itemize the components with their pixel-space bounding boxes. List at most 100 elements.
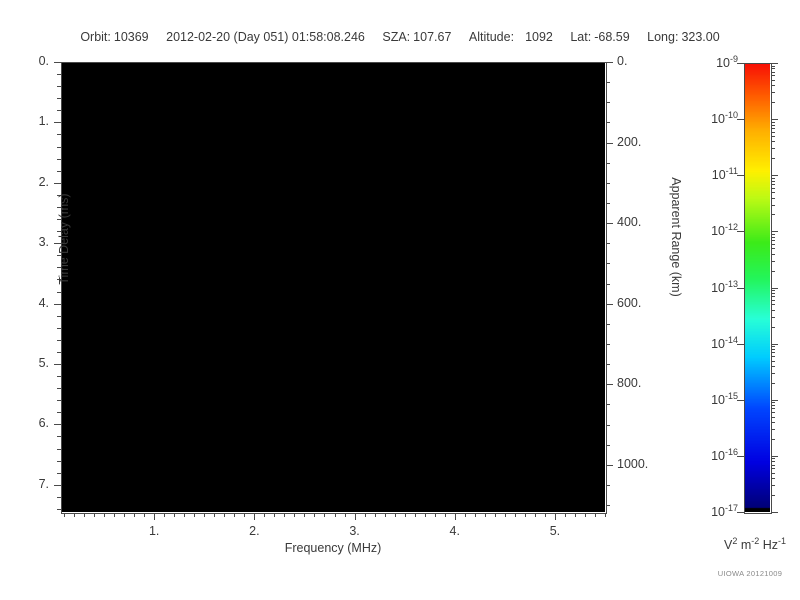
- colorbar-minor-tick: [771, 72, 775, 73]
- colorbar-major-tick: [737, 288, 744, 289]
- colorbar-major-tick: [737, 512, 744, 513]
- colorbar-tick-mantissa: 10: [711, 449, 725, 464]
- x-minor-tick: [485, 513, 486, 517]
- colorbar-major-tick: [737, 175, 744, 176]
- colorbar-minor-tick: [771, 66, 775, 67]
- x-minor-tick: [174, 513, 175, 517]
- x-minor-tick: [425, 513, 426, 517]
- colorbar-minor-tick: [771, 244, 775, 245]
- y-minor-tick: [57, 159, 61, 160]
- colorbar-tick-mantissa: 10: [711, 392, 725, 407]
- orbit-label: Orbit:: [80, 30, 111, 44]
- colorbar-minor-tick: [771, 417, 775, 418]
- x-minor-tick: [495, 513, 496, 517]
- x-major-tick: [555, 513, 556, 520]
- x-minor-tick: [124, 513, 125, 517]
- colorbar-minor-tick: [771, 352, 775, 353]
- y-minor-tick: [57, 509, 61, 510]
- x-minor-tick: [294, 513, 295, 517]
- x-minor-tick: [575, 513, 576, 517]
- y-major-tick: [54, 243, 61, 244]
- colorbar-minor-tick: [771, 422, 775, 423]
- x-minor-tick: [585, 513, 586, 517]
- y-minor-tick: [57, 267, 61, 268]
- y2-minor-tick: [606, 425, 610, 426]
- colorbar-tick-mantissa: 10: [711, 224, 725, 239]
- colorbar-minor-tick: [771, 158, 775, 159]
- x-minor-tick: [134, 513, 135, 517]
- y-tick-label: 3.: [38, 235, 49, 250]
- colorbar-minor-tick: [771, 85, 775, 86]
- x-tick-label: 4.: [449, 524, 460, 538]
- colorbar-minor-tick: [771, 495, 775, 496]
- colorbar-tick-mantissa: 10: [716, 56, 730, 71]
- orbit-value: 10369: [113, 30, 149, 44]
- y-major-tick: [54, 424, 61, 425]
- colorbar-major-tick: [737, 344, 744, 345]
- y-tick-label: 6.: [38, 416, 49, 431]
- colorbar-minor-tick: [771, 465, 775, 466]
- x-minor-tick: [104, 513, 105, 517]
- lat-field: Lat: -68.59: [570, 30, 629, 44]
- sza-label: SZA:: [382, 30, 411, 44]
- colorbar-tick-exponent: -10: [724, 110, 738, 121]
- x-minor-tick: [335, 513, 336, 517]
- altitude-label: Altitude:: [468, 30, 515, 44]
- colorbar-minor-tick: [771, 205, 775, 206]
- y2-minor-tick: [606, 284, 610, 285]
- x-minor-tick: [605, 513, 606, 517]
- y2-major-tick: [606, 143, 613, 144]
- colorbar-minor-tick: [771, 192, 775, 193]
- y-minor-tick: [57, 147, 61, 148]
- colorbar-minor-tick: [771, 429, 775, 430]
- colorbar-minor-tick: [771, 439, 775, 440]
- y2-minor-tick: [606, 344, 610, 345]
- y2-tick-label: 600.: [617, 295, 642, 310]
- y-minor-tick: [57, 376, 61, 377]
- x-minor-tick: [274, 513, 275, 517]
- x-minor-tick: [505, 513, 506, 517]
- y2-tick-label: 1000.: [617, 456, 649, 471]
- y2-minor-tick: [606, 505, 610, 506]
- y-minor-tick: [57, 461, 61, 462]
- colorbar-minor-tick: [771, 461, 775, 462]
- colorbar-minor-tick: [771, 349, 775, 350]
- colorbar-major-tick: [737, 456, 744, 457]
- y-minor-tick: [57, 255, 61, 256]
- x-minor-tick: [545, 513, 546, 517]
- colorbar: [744, 63, 770, 512]
- x-minor-tick: [314, 513, 315, 517]
- y2-minor-tick: [606, 243, 610, 244]
- colorbar-tick-label: 10-11: [682, 166, 738, 182]
- colorbar-minor-tick: [771, 373, 775, 374]
- colorbar-tick-mantissa: 10: [711, 112, 725, 127]
- colorbar-major-tick: [737, 63, 744, 64]
- colorbar-minor-tick: [771, 125, 775, 126]
- colorbar-tick-exponent: -17: [724, 503, 738, 513]
- colorbar-tick-exponent: -9: [729, 54, 738, 64]
- colorbar-tick-exponent: -14: [724, 334, 738, 345]
- colorbar-minor-tick: [771, 271, 775, 272]
- x-minor-tick: [385, 513, 386, 517]
- y-minor-tick: [57, 134, 61, 135]
- colorbar-tick-mantissa: 10: [711, 505, 725, 520]
- colorbar-minor-tick: [771, 136, 775, 137]
- x-minor-tick: [525, 513, 526, 517]
- colorbar-tick-mantissa: 10: [711, 336, 725, 351]
- y-tick-label: 1.: [38, 114, 49, 129]
- y2-tick-label: 400.: [617, 215, 642, 230]
- y-major-tick: [54, 364, 61, 365]
- y2-tick-label: 200.: [617, 134, 642, 149]
- x-minor-tick: [264, 513, 265, 517]
- colorbar-minor-tick: [771, 300, 775, 301]
- y2-major-tick: [606, 304, 613, 305]
- y-minor-tick: [57, 473, 61, 474]
- x-minor-tick: [144, 513, 145, 517]
- x-minor-tick: [365, 513, 366, 517]
- colorbar-major-tick: [771, 512, 778, 513]
- x-minor-tick: [304, 513, 305, 517]
- spectrogram-image: [61, 62, 605, 512]
- colorbar-minor-tick: [771, 102, 775, 103]
- x-minor-tick: [405, 513, 406, 517]
- x-minor-tick: [324, 513, 325, 517]
